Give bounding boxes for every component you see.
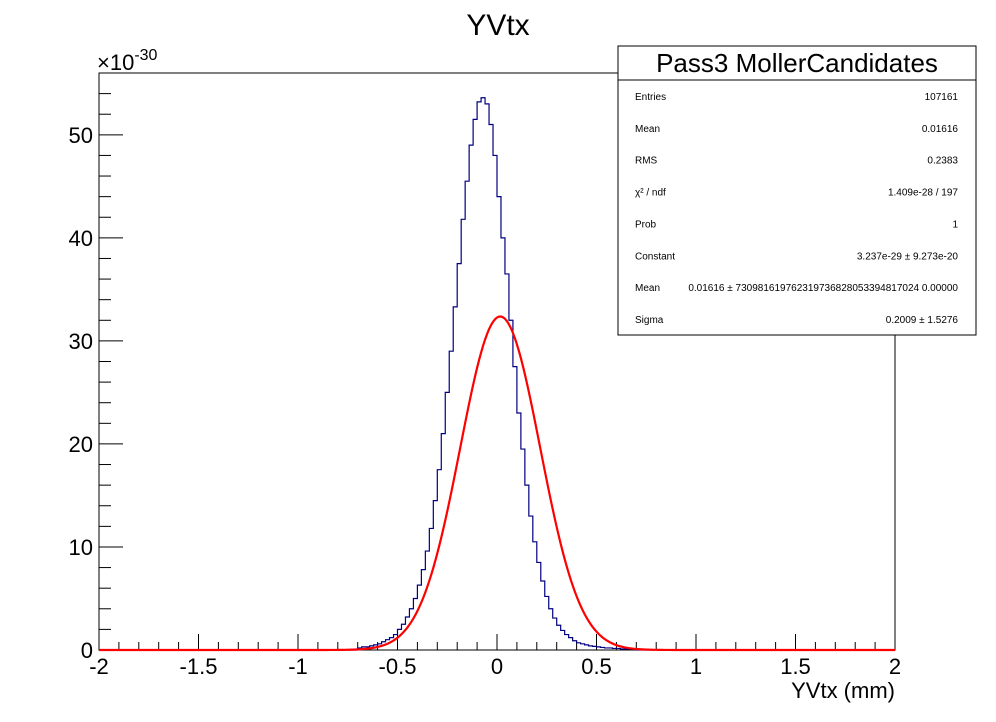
stats-row-label: Sigma: [635, 315, 664, 326]
stats-row-value: 0.2383: [927, 156, 958, 167]
y-tick-label: 0: [81, 638, 93, 663]
stats-row-label: Entries: [635, 92, 666, 103]
stats-row-value: 0.01616 ± 730981619762319736828053394817…: [688, 283, 958, 294]
gaussian-fit-curve: [99, 315, 895, 652]
histogram-bin: [477, 102, 481, 650]
y-tick-label: 40: [69, 226, 93, 251]
stats-row-label: Mean: [635, 283, 660, 294]
stats-box-frame: [617, 45, 977, 336]
histogram-bin: [505, 274, 509, 650]
histogram-bin: [497, 197, 501, 650]
histogram-bin: [481, 98, 485, 650]
x-axis: -2 -1.5 -1 -0.5 0 0.5 1 1.5 2: [89, 634, 901, 679]
stats-row-value: 0.2009 ± 1.5276: [886, 315, 959, 326]
stats-row-value: 107161: [925, 92, 959, 103]
chart-title: YVtx: [466, 9, 529, 42]
y-multiplier-exponent: -30: [134, 47, 157, 64]
stats-row-value: 0.01616: [922, 124, 959, 135]
stats-row-value: 3.237e-29 ± 9.273e-20: [857, 251, 959, 262]
histogram-bin: [493, 155, 497, 650]
stats-box-title: Pass3 MollerCandidates: [656, 48, 938, 78]
y-tick-label: 20: [69, 432, 93, 457]
stats-row-label: χ² / ndf: [635, 188, 666, 199]
x-tick-label: 0: [491, 654, 503, 679]
stats-row-label: Prob: [635, 219, 657, 230]
y-tick-label: 30: [69, 329, 93, 354]
y-multiplier-label: ×10-30: [97, 47, 158, 75]
histogram-bin: [509, 320, 513, 650]
x-tick-label: -1.5: [180, 654, 218, 679]
y-axis: 0 10 20 30 40 50: [69, 72, 123, 663]
y-tick-label: 10: [69, 535, 93, 560]
x-tick-label: 0.5: [581, 654, 612, 679]
x-axis-label: YVtx (mm): [791, 678, 895, 703]
histogram-bin: [485, 104, 489, 650]
x-tick-label: -1: [288, 654, 308, 679]
x-tick-label: -0.5: [379, 654, 417, 679]
y-tick-label: 50: [69, 123, 93, 148]
stats-row-label: Constant: [635, 251, 675, 262]
stats-row-label: Mean: [635, 124, 660, 135]
stats-box: Pass3 MollerCandidates Entries 107161 Mean…: [617, 45, 977, 336]
stats-row-value: 1: [952, 219, 958, 230]
histogram-outline: [99, 97, 895, 651]
stats-row-value: 1.409e-28 / 197: [888, 188, 958, 199]
x-tick-label: -2: [89, 654, 109, 679]
histogram-bin: [501, 238, 505, 650]
x-tick-label: 1.5: [780, 654, 811, 679]
histogram-series: [99, 97, 895, 651]
histogram-bin: [489, 125, 493, 650]
y-multiplier-base: ×10: [97, 50, 134, 75]
x-tick-label: 2: [889, 654, 901, 679]
x-tick-label: 1: [690, 654, 702, 679]
stats-rows: Entries 107161 Mean 0.01616 RMS 0.2383 χ² / nd…: [635, 92, 958, 326]
stats-row-label: RMS: [635, 156, 658, 167]
